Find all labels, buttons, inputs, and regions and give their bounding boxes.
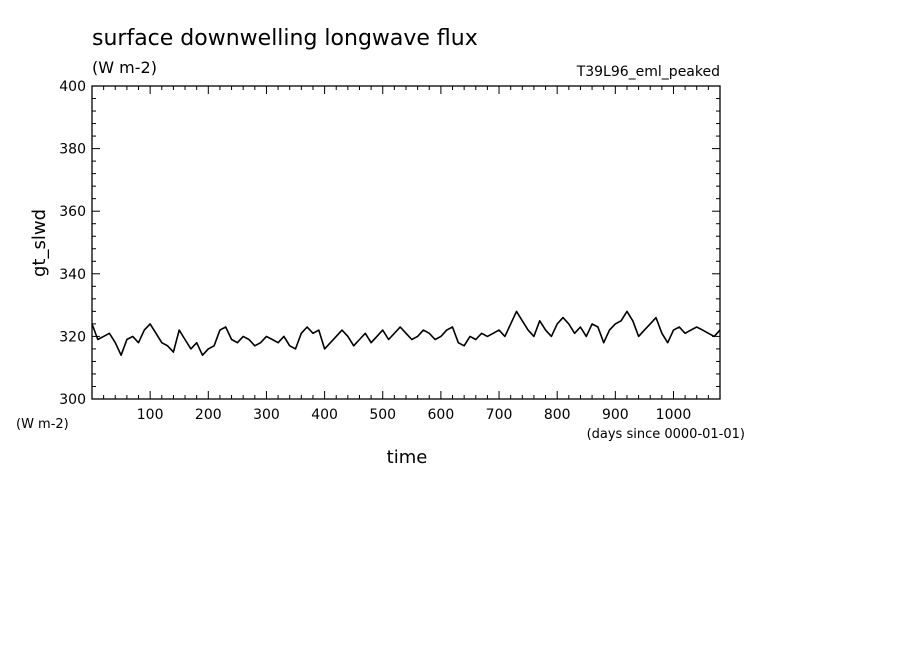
y-axis-label: gt_slwd [29,209,50,277]
plot-frame [91,85,721,400]
y-axis-units: (W m-2) [16,417,69,432]
x-tick-label: 200 [195,407,222,423]
x-tick-label: 300 [253,407,280,423]
y-tick-label: 400 [59,79,86,95]
x-tick-label: 400 [311,407,338,423]
x-tick-label: 500 [369,407,396,423]
chart-title: surface downwelling longwave flux [92,26,478,51]
y-tick-label: 340 [59,267,86,283]
run-label: T39L96_eml_peaked [576,64,720,80]
axis-ticks [92,86,720,399]
x-axis-units: (days since 0000-01-01) [587,427,745,442]
axis-tick-labels: 100 200 300 400 500 600 700 800 900 1000 300 320 340… [59,79,691,423]
x-axis-label: time [387,447,428,468]
x-tick-label: 700 [486,407,513,423]
y-tick-label: 320 [59,329,86,345]
y-tick-label: 300 [59,392,86,408]
y-tick-label: 360 [59,204,86,220]
x-tick-label: 600 [428,407,455,423]
x-tick-label: 800 [544,407,571,423]
y-tick-label: 380 [59,142,86,158]
x-tick-label: 900 [602,407,629,423]
x-tick-label: 100 [137,407,164,423]
x-tick-label: 1000 [656,407,692,423]
series-line [91,310,721,356]
chart-units-label: (W m-2) [92,58,157,77]
